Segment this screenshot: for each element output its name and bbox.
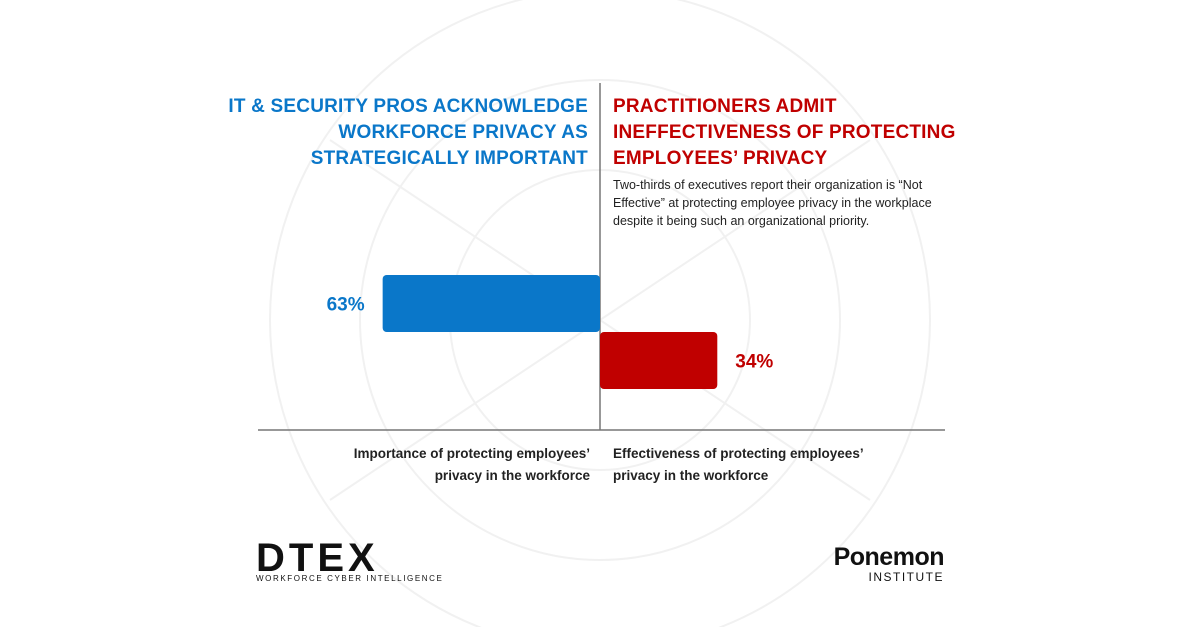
heading-line: WORKFORCE PRIVACY AS <box>338 122 588 143</box>
ponemon-logo: Ponemon <box>833 543 945 571</box>
heading-line: EMPLOYEES’ PRIVACY <box>613 148 828 169</box>
heading-line: INEFFECTIVENESS OF PROTECTING <box>613 122 956 143</box>
heading-line: IT & SECURITY PROS ACKNOWLEDGE <box>228 96 588 117</box>
value-label: 34% <box>735 352 773 373</box>
heading-line: STRATEGICALLY IMPORTANT <box>310 148 588 169</box>
dtex-logo: DTEX <box>256 536 379 580</box>
value-label: 63% <box>327 295 365 316</box>
category-label: Effectiveness of protecting employees’ p… <box>613 446 863 483</box>
ponemon-sub: INSTITUTE <box>868 570 944 584</box>
note: Two-thirds of executives report their or… <box>613 178 932 228</box>
left-heading: IT & SECURITY PROS ACKNOWLEDGE WORKFORCE … <box>228 94 588 172</box>
category-label: Importance of protecting employees’ priv… <box>353 446 590 483</box>
bar <box>382 275 600 332</box>
heading-line: PRACTITIONERS ADMIT <box>613 96 837 117</box>
right-heading: PRACTITIONERS ADMIT INEFFECTIVENESS OF PR… <box>613 94 956 172</box>
bar <box>600 332 718 389</box>
dtex-tagline: WORKFORCE CYBER INTELLIGENCE <box>256 574 444 583</box>
